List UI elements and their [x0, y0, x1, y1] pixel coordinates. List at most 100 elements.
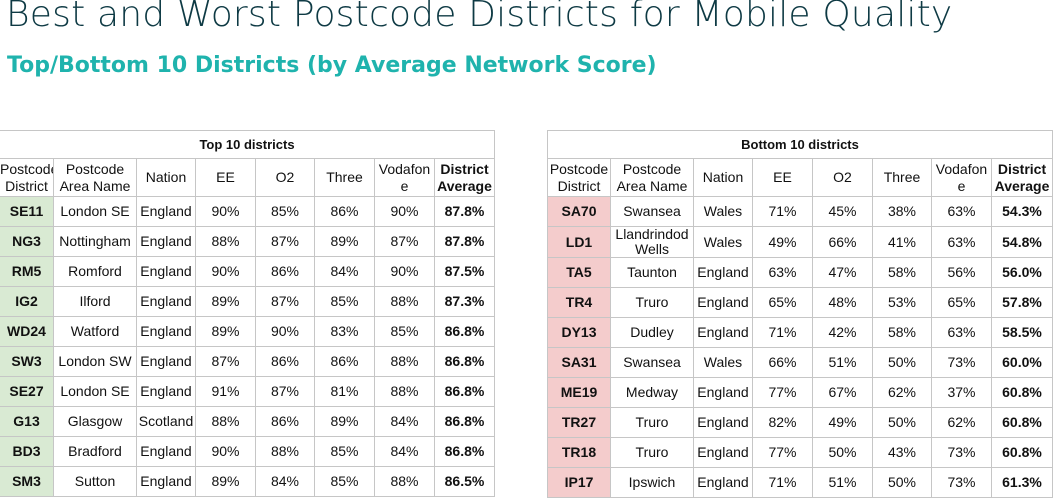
ee-cell: 49%: [752, 226, 813, 258]
table-row: G13 Glasgow Scotland 88% 86% 89% 84% 86.…: [0, 406, 495, 437]
district-average-cell: 56.0%: [991, 257, 1053, 288]
area-name-cell: Swansea: [610, 347, 694, 378]
table-row: SW3 London SW England 87% 86% 86% 88% 86…: [0, 346, 495, 377]
three-cell: 86%: [314, 196, 375, 227]
table-row: SA31 Swansea Wales 66% 51% 50% 73% 60.0%: [547, 347, 1053, 378]
three-cell: 53%: [872, 287, 932, 318]
nation-cell: England: [136, 436, 196, 467]
nation-cell: England: [693, 287, 753, 318]
postcode-district-cell: SA31: [547, 347, 611, 378]
three-cell: 86%: [314, 346, 375, 377]
vodafone-cell: 63%: [931, 317, 992, 348]
col-header-ee: EE: [752, 158, 813, 197]
vodafone-cell: 85%: [374, 316, 435, 347]
three-cell: 58%: [872, 317, 932, 348]
area-name-cell: Truro: [610, 437, 694, 468]
ee-cell: 71%: [752, 196, 813, 227]
vodafone-cell: 37%: [931, 377, 992, 408]
table-row: WD24 Watford England 89% 90% 83% 85% 86.…: [0, 316, 495, 347]
bottom-10-districts-table: Bottom 10 districts Postcode District Po…: [547, 130, 1053, 498]
postcode-district-cell: TR18: [547, 437, 611, 468]
vodafone-cell: 65%: [931, 287, 992, 318]
area-name-cell: Truro: [610, 407, 694, 438]
col-header-vodafone: Vodafone: [374, 158, 435, 197]
vodafone-cell: 84%: [374, 406, 435, 437]
ee-cell: 87%: [195, 346, 256, 377]
table-row: TA5 Taunton England 63% 47% 58% 56% 56.0…: [547, 257, 1053, 288]
district-average-cell: 60.8%: [991, 377, 1053, 408]
area-name-cell: Dudley: [610, 317, 694, 348]
nation-cell: England: [136, 466, 196, 497]
postcode-district-cell: NG3: [0, 226, 54, 257]
nation-cell: England: [136, 226, 196, 257]
ee-cell: 77%: [752, 377, 813, 408]
col-header-district-average: District Average: [991, 158, 1053, 197]
table-row: TR18 Truro England 77% 50% 43% 73% 60.8%: [547, 437, 1053, 468]
nation-cell: England: [693, 317, 753, 348]
district-average-cell: 87.3%: [434, 286, 495, 317]
nation-cell: Wales: [693, 347, 753, 378]
district-average-cell: 54.8%: [991, 226, 1053, 258]
page-subtitle: Top/Bottom 10 Districts (by Average Netw…: [7, 53, 657, 78]
area-name-cell: Medway: [610, 377, 694, 408]
page-title: Best and Worst Postcode Districts for Mo…: [6, 0, 953, 35]
vodafone-cell: 73%: [931, 437, 992, 468]
area-name-cell: Nottingham: [53, 226, 137, 257]
o2-cell: 50%: [812, 437, 873, 468]
nation-cell: England: [136, 196, 196, 227]
o2-cell: 48%: [812, 287, 873, 318]
area-name-cell: Llandrindod Wells: [610, 226, 694, 258]
ee-cell: 89%: [195, 316, 256, 347]
nation-cell: England: [136, 256, 196, 287]
area-name-cell: Bradford: [53, 436, 137, 467]
postcode-district-cell: BD3: [0, 436, 54, 467]
three-cell: 85%: [314, 436, 375, 467]
nation-cell: England: [693, 407, 753, 438]
nation-cell: Wales: [693, 196, 753, 227]
col-header-three: Three: [314, 158, 375, 197]
table-row: DY13 Dudley England 71% 42% 58% 63% 58.5…: [547, 317, 1053, 348]
col-header-postcode-area-name: Postcode Area Name: [610, 158, 694, 197]
postcode-district-cell: TR27: [547, 407, 611, 438]
vodafone-cell: 88%: [374, 466, 435, 497]
col-header-o2: O2: [255, 158, 315, 197]
col-header-postcode-area-name: Postcode Area Name: [53, 158, 137, 197]
three-cell: 50%: [872, 407, 932, 438]
district-average-cell: 57.8%: [991, 287, 1053, 318]
vodafone-cell: 88%: [374, 346, 435, 377]
three-cell: 84%: [314, 256, 375, 287]
district-average-cell: 86.8%: [434, 406, 495, 437]
o2-cell: 90%: [255, 316, 315, 347]
table-row: TR27 Truro England 82% 49% 50% 62% 60.8%: [547, 407, 1053, 438]
postcode-district-cell: IG2: [0, 286, 54, 317]
vodafone-cell: 84%: [374, 436, 435, 467]
table-row: ME19 Medway England 77% 67% 62% 37% 60.8…: [547, 377, 1053, 408]
area-name-cell: Glasgow: [53, 406, 137, 437]
three-cell: 50%: [872, 347, 932, 378]
header-row: Postcode District Postcode Area Name Nat…: [0, 158, 495, 197]
postcode-district-cell: SW3: [0, 346, 54, 377]
area-name-cell: Romford: [53, 256, 137, 287]
vodafone-cell: 88%: [374, 286, 435, 317]
district-average-cell: 87.5%: [434, 256, 495, 287]
three-cell: 62%: [872, 377, 932, 408]
three-cell: 83%: [314, 316, 375, 347]
col-header-postcode-district: Postcode District: [547, 158, 611, 197]
o2-cell: 87%: [255, 286, 315, 317]
o2-cell: 88%: [255, 436, 315, 467]
district-average-cell: 60.0%: [991, 347, 1053, 378]
o2-cell: 42%: [812, 317, 873, 348]
table-row: SA70 Swansea Wales 71% 45% 38% 63% 54.3%: [547, 196, 1053, 227]
area-name-cell: Sutton: [53, 466, 137, 497]
o2-cell: 66%: [812, 226, 873, 258]
table-row: LD1 Llandrindod Wells Wales 49% 66% 41% …: [547, 226, 1053, 258]
nation-cell: England: [136, 316, 196, 347]
ee-cell: 89%: [195, 286, 256, 317]
ee-cell: 71%: [752, 317, 813, 348]
district-average-cell: 86.5%: [434, 466, 495, 497]
vodafone-cell: 90%: [374, 196, 435, 227]
nation-cell: Wales: [693, 226, 753, 258]
nation-cell: England: [136, 346, 196, 377]
three-cell: 58%: [872, 257, 932, 288]
district-average-cell: 86.8%: [434, 316, 495, 347]
